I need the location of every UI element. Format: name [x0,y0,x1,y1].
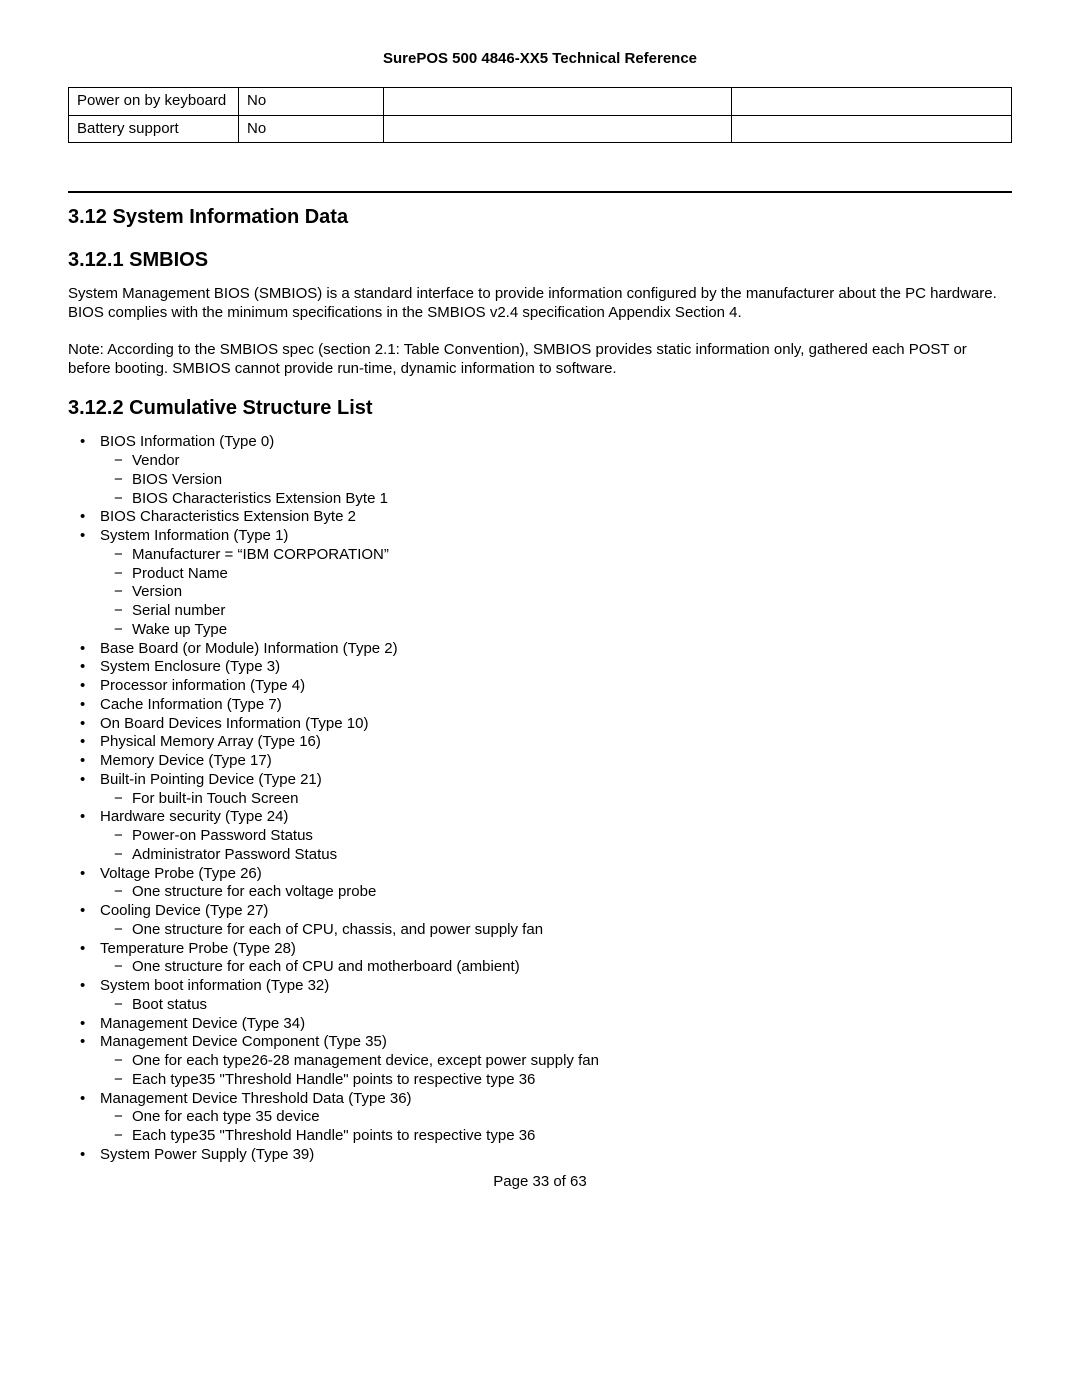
sub-list-item: BIOS Characteristics Extension Byte 1 [100,490,1012,509]
list-item: Processor information (Type 4) [68,677,1012,696]
list-item: Base Board (or Module) Information (Type… [68,640,1012,659]
list-item: Cooling Device (Type 27) One structure fo… [68,902,1012,940]
structure-list: BIOS Information (Type 0) VendorBIOS Vers… [68,433,1012,1164]
table-row: Power on by keyboard No [69,87,1012,115]
sub-list-item: Wake up Type [100,621,1012,640]
sub-list-item: Manufacturer = “IBM CORPORATION” [100,546,1012,565]
feature-table: Power on by keyboard No Battery support … [68,87,1012,144]
list-item-label: Management Device (Type 34) [100,1015,305,1032]
list-item-label: On Board Devices Information (Type 10) [100,715,368,732]
list-item: Management Device Threshold Data (Type 3… [68,1090,1012,1146]
list-item: Cache Information (Type 7) [68,696,1012,715]
list-item: Physical Memory Array (Type 16) [68,733,1012,752]
list-item: BIOS Characteristics Extension Byte 2 [68,508,1012,527]
list-item-label: Management Device Threshold Data (Type 3… [100,1090,412,1107]
document-header: SurePOS 500 4846-XX5 Technical Reference [68,50,1012,69]
list-item: System Information (Type 1) Manufacturer … [68,527,1012,640]
list-item-label: Built-in Pointing Device (Type 21) [100,771,322,788]
list-item: System Power Supply (Type 39) [68,1146,1012,1165]
cell-value: No [239,115,384,143]
sub-list-item: For built-in Touch Screen [100,790,1012,809]
subsection-heading: 3.12.2 Cumulative Structure List [68,396,1012,421]
section-heading: 3.12 System Information Data [68,205,1012,230]
list-item-label: System boot information (Type 32) [100,977,329,994]
cell-empty [732,115,1012,143]
sub-list-item: One structure for each voltage probe [100,883,1012,902]
list-item-label: System Power Supply (Type 39) [100,1146,314,1163]
sub-list: For built-in Touch Screen [100,790,1012,809]
sub-list: One for each type26-28 management device… [100,1052,1012,1090]
list-item: Built-in Pointing Device (Type 21) For bu… [68,771,1012,809]
list-item-label: BIOS Characteristics Extension Byte 2 [100,508,356,525]
list-item-label: Hardware security (Type 24) [100,808,288,825]
list-item: Voltage Probe (Type 26)One structure for… [68,865,1012,903]
cell-empty [384,115,732,143]
sub-list: One structure for each voltage probe [100,883,1012,902]
list-item: BIOS Information (Type 0) VendorBIOS Vers… [68,433,1012,508]
list-item: System boot information (Type 32) Boot st… [68,977,1012,1015]
list-item-label: System Information (Type 1) [100,527,288,544]
sub-list-item: Each type35 "Threshold Handle" points to… [100,1071,1012,1090]
sub-list-item: BIOS Version [100,471,1012,490]
list-item-label: Temperature Probe (Type 28) [100,940,296,957]
list-item-label: Management Device Component (Type 35) [100,1033,387,1050]
sub-list-item: Vendor [100,452,1012,471]
cell-empty [732,87,1012,115]
sub-list-item: Product Name [100,565,1012,584]
subsection-heading: 3.12.1 SMBIOS [68,248,1012,273]
list-item-label: Voltage Probe (Type 26) [100,865,262,882]
cell-feature: Power on by keyboard [69,87,239,115]
list-item: Hardware security (Type 24) Power-on Pass… [68,808,1012,864]
cell-empty [384,87,732,115]
cell-value: No [239,87,384,115]
list-item: Temperature Probe (Type 28)One structure… [68,940,1012,978]
list-item-label: Memory Device (Type 17) [100,752,272,769]
sub-list: Power-on Password StatusAdministrator Pa… [100,827,1012,865]
sub-list-item: One for each type 35 device [100,1108,1012,1127]
section-divider [68,191,1012,193]
paragraph: Note: According to the SMBIOS spec (sect… [68,341,1012,379]
sub-list-item: One for each type26-28 management device… [100,1052,1012,1071]
list-item: Management Device Component (Type 35) One… [68,1033,1012,1089]
sub-list: Manufacturer = “IBM CORPORATION”Product … [100,546,1012,640]
sub-list: One for each type 35 deviceEach type35 "… [100,1108,1012,1146]
list-item: Memory Device (Type 17) [68,752,1012,771]
list-item-label: Cache Information (Type 7) [100,696,282,713]
sub-list-item: One structure for each of CPU, chassis, … [100,921,1012,940]
sub-list-item: Each type35 "Threshold Handle" points to… [100,1127,1012,1146]
list-item: System Enclosure (Type 3) [68,658,1012,677]
paragraph: System Management BIOS (SMBIOS) is a sta… [68,285,1012,323]
list-item-label: System Enclosure (Type 3) [100,658,280,675]
sub-list-item: One structure for each of CPU and mother… [100,958,1012,977]
list-item: On Board Devices Information (Type 10) [68,715,1012,734]
list-item-label: Processor information (Type 4) [100,677,305,694]
cell-feature: Battery support [69,115,239,143]
list-item-label: Cooling Device (Type 27) [100,902,268,919]
sub-list: One structure for each of CPU, chassis, … [100,921,1012,940]
sub-list-item: Version [100,583,1012,602]
list-item-label: Base Board (or Module) Information (Type… [100,640,398,657]
list-item-label: Physical Memory Array (Type 16) [100,733,321,750]
sub-list-item: Boot status [100,996,1012,1015]
sub-list: One structure for each of CPU and mother… [100,958,1012,977]
list-item-label: BIOS Information (Type 0) [100,433,274,450]
sub-list-item: Serial number [100,602,1012,621]
sub-list: Boot status [100,996,1012,1015]
page-footer: Page 33 of 63 [68,1173,1012,1192]
sub-list-item: Power-on Password Status [100,827,1012,846]
sub-list-item: Administrator Password Status [100,846,1012,865]
sub-list: VendorBIOS VersionBIOS Characteristics E… [100,452,1012,508]
list-item: Management Device (Type 34) [68,1015,1012,1034]
table-row: Battery support No [69,115,1012,143]
